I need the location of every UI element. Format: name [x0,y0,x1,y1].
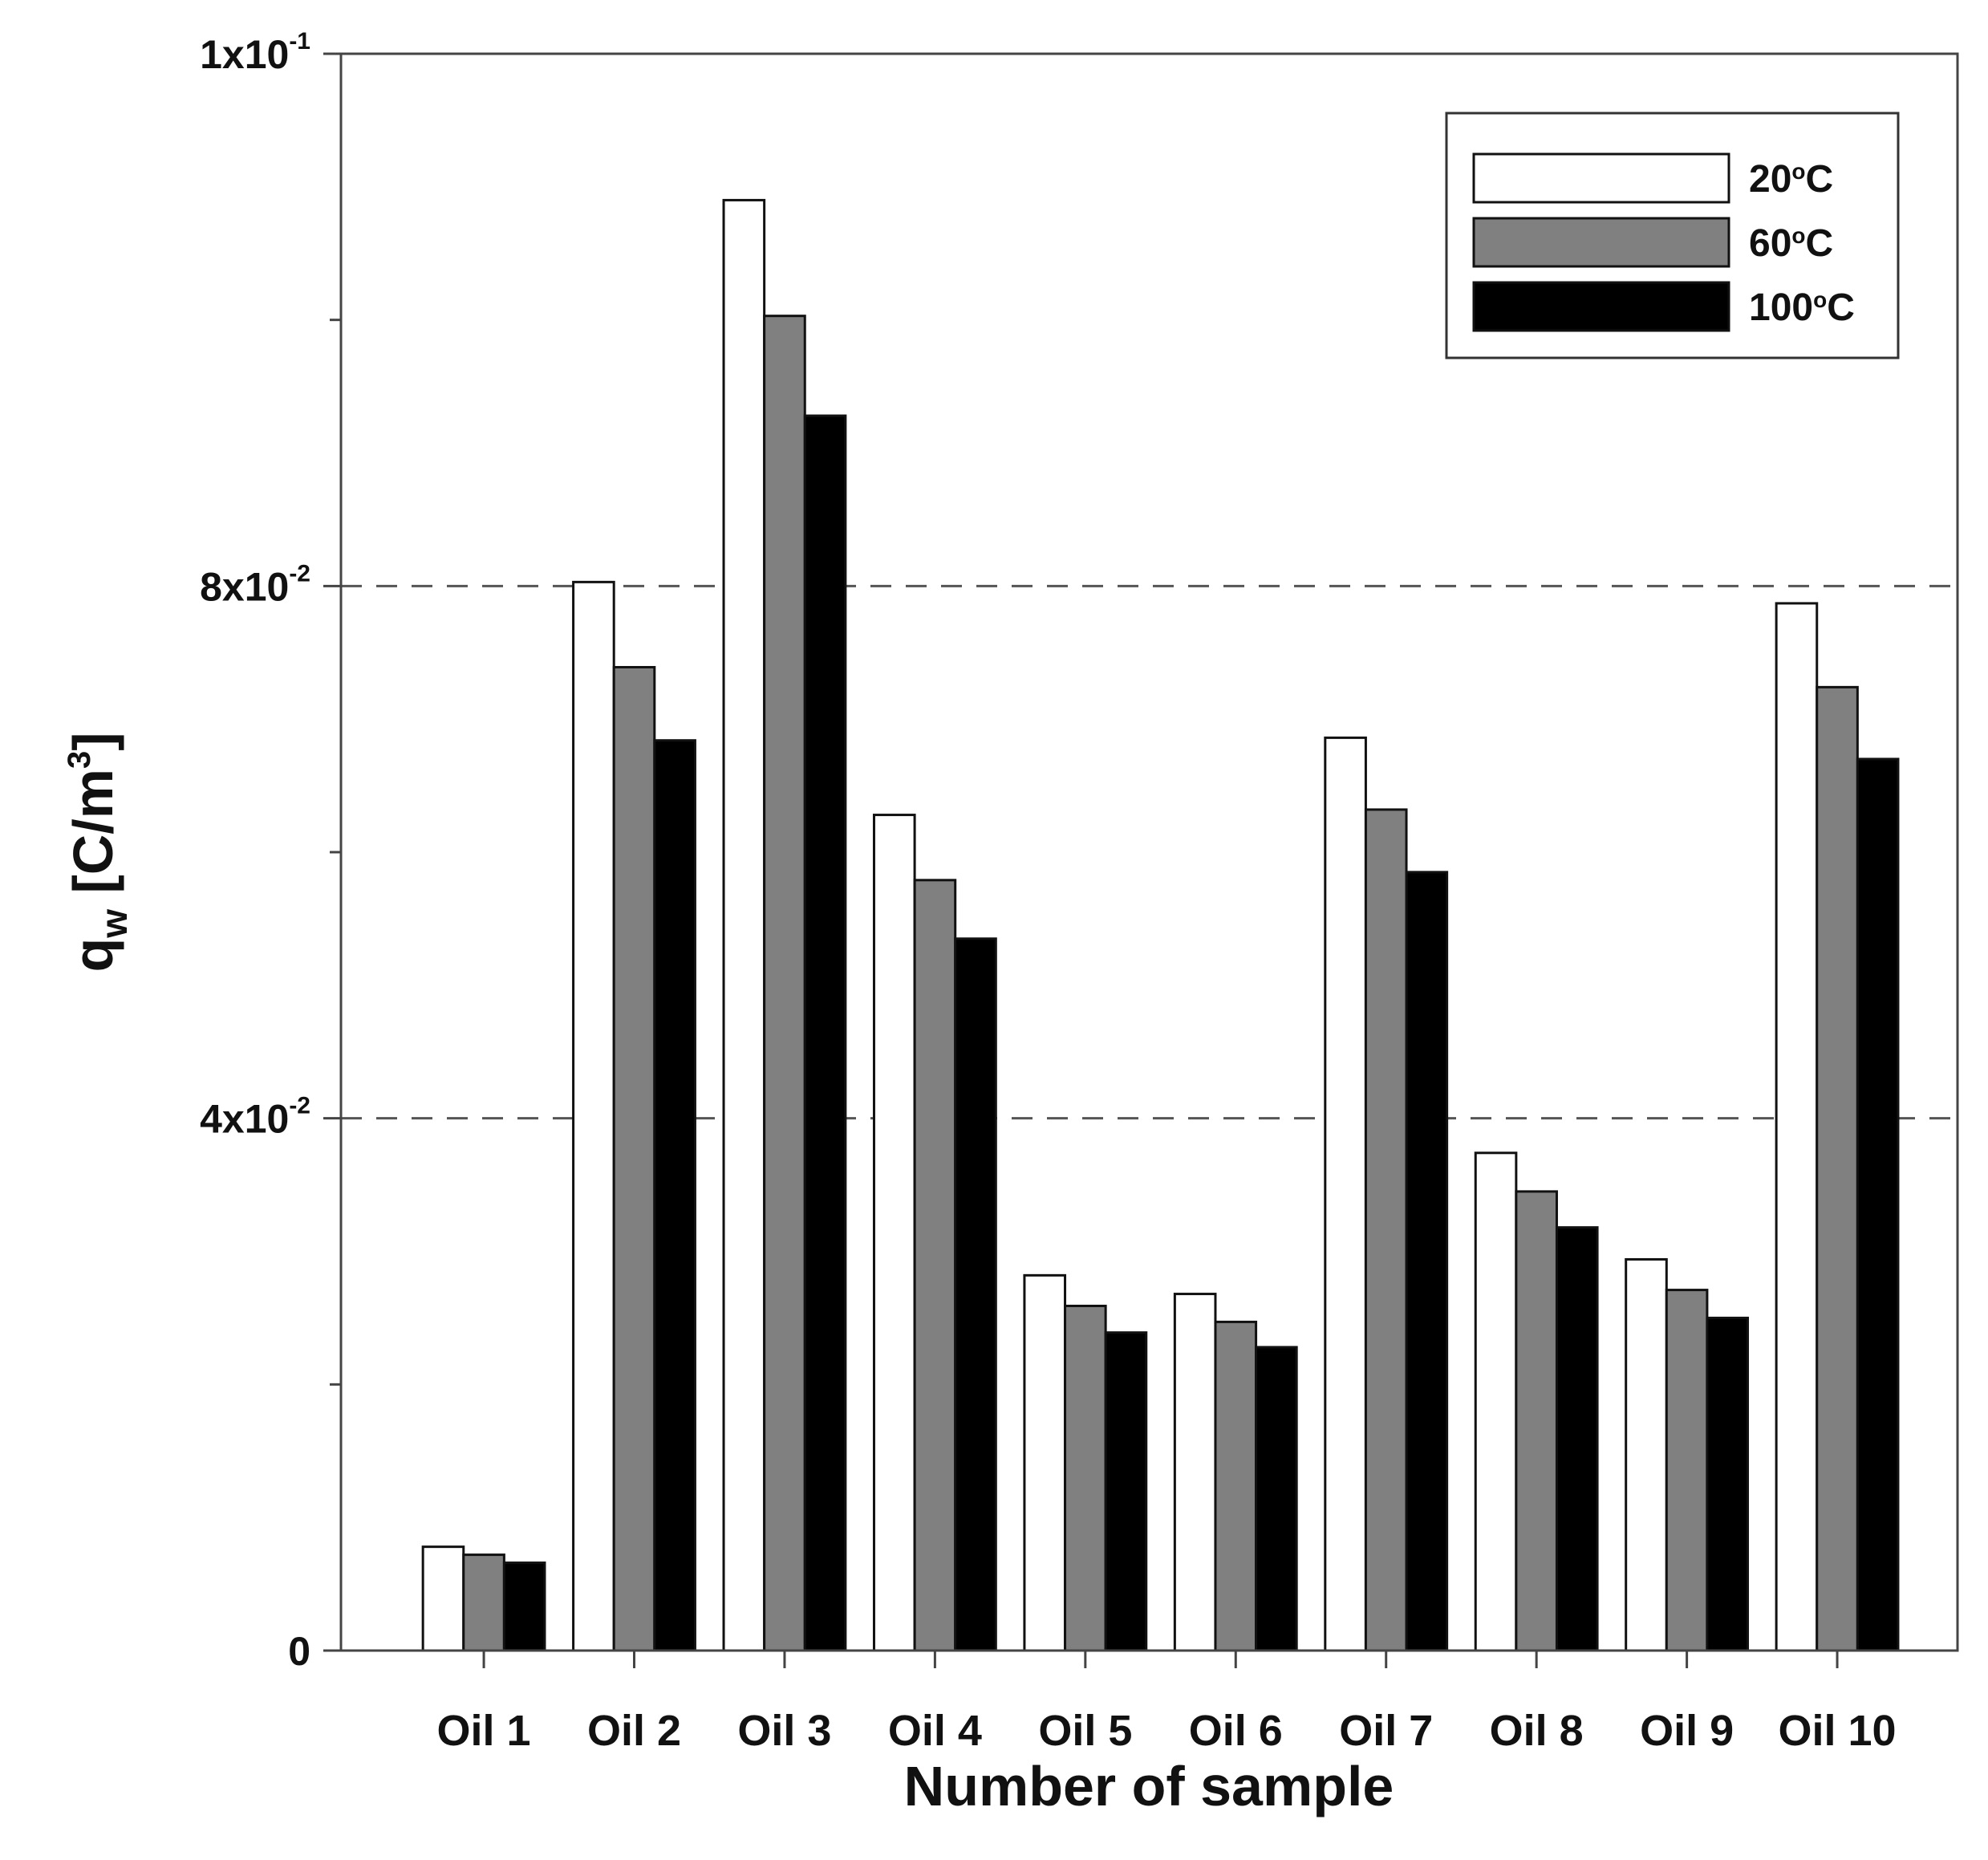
bar [1474,1151,1518,1652]
x-tick-label: Oil 5 [1038,1707,1132,1755]
y-axis-title-unit-sup: 3 [62,751,97,769]
bar [1775,602,1819,1652]
bar [421,1545,465,1652]
y-tick-label: 4x10-2 [200,1093,310,1142]
bar [653,739,696,1652]
gridlines [341,584,1958,1120]
bar [1555,1226,1599,1652]
y-axis-title-base: q [62,938,124,973]
y-axis-title: qw [C/m3] [62,732,135,972]
x-tick-label: Oil 1 [437,1707,531,1755]
bar [954,937,997,1652]
bars [421,198,1900,1652]
bar [1364,808,1408,1652]
x-axis-ticks: Oil 1 Oil 2 Oil 3 Oil 4 Oil 5 Oil 6 Oil 7 Oil 8… [437,1651,1897,1755]
y-axis-title-unit: [C/m [62,769,124,909]
x-tick-label: Oil 7 [1339,1707,1433,1755]
bar [502,1562,546,1652]
bar [1064,1304,1107,1652]
bar [1706,1316,1750,1652]
y-axis-ticks: 0 4x10-2 8x10-2 1x10-1 [200,28,341,1674]
x-tick-label: Oil 10 [1779,1707,1897,1755]
bar [462,1553,505,1652]
bar [1625,1257,1668,1652]
bar [1515,1190,1558,1652]
bar [1324,736,1367,1652]
legend: 20oC 60oC 100oC [1445,112,1900,359]
x-tick-label: Oil 3 [737,1707,831,1755]
x-tick-label: Oil 9 [1640,1707,1734,1755]
x-tick-label: Oil 8 [1490,1707,1584,1755]
legend-label: 20oC [1749,158,1833,201]
bar [722,198,766,1652]
legend-label: 60oC [1749,222,1833,265]
x-tick-label: Oil 6 [1189,1707,1283,1755]
legend-swatch [1472,217,1730,268]
bar [572,580,615,1652]
x-tick-label: Oil 4 [888,1707,982,1755]
x-axis-title: Number of sample [904,1755,1394,1817]
y-axis-title-unit-end: ] [62,732,124,750]
bar [1255,1346,1298,1652]
bar [612,665,656,1652]
y-tick-label: 8x10-2 [200,560,310,609]
legend-swatch [1472,281,1730,332]
bar [913,879,957,1652]
bar [1856,757,1900,1652]
bar [803,414,847,1652]
bar [1023,1273,1067,1652]
bar [1104,1331,1148,1652]
legend-label: 100oC [1749,286,1855,329]
y-axis-title-sub: w [93,909,135,939]
bar [872,814,916,1652]
bar [1173,1293,1217,1652]
bar [1665,1289,1709,1652]
legend-swatch [1472,152,1730,204]
y-tick-label: 1x10-1 [200,28,310,77]
bar [1816,685,1859,1652]
y-tick-label: 0 [288,1629,310,1674]
bar [1214,1320,1258,1652]
bar [763,315,806,1652]
x-tick-label: Oil 2 [587,1707,681,1755]
bar [1405,871,1449,1652]
